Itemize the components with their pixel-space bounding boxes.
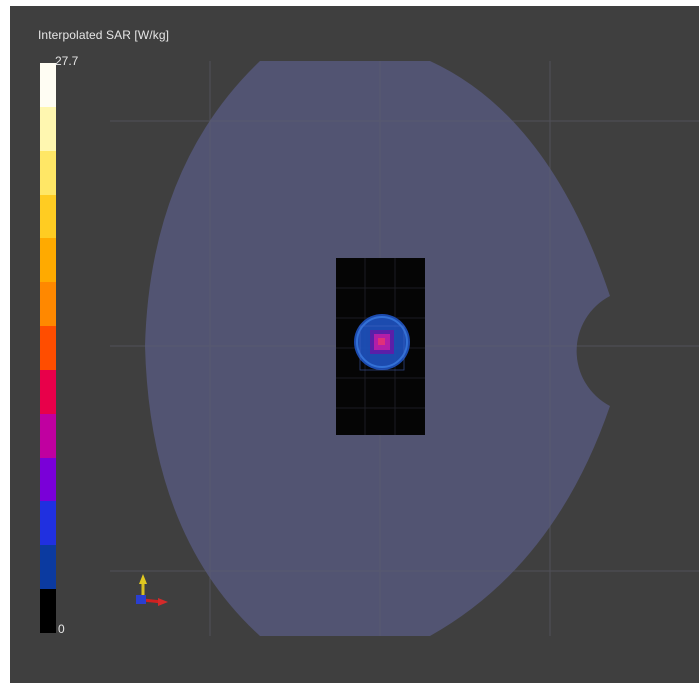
colorbar-step	[40, 238, 56, 283]
colorbar-step	[40, 413, 56, 458]
colorbar-step	[40, 63, 56, 107]
colorbar-step	[40, 457, 56, 502]
colorbar-step	[40, 150, 56, 195]
colorbar-step	[40, 194, 56, 239]
xyz-axes-icon	[136, 574, 168, 606]
colorbar-step	[40, 326, 56, 370]
legend-title: Interpolated SAR [W/kg]	[38, 28, 170, 42]
sar-scene[interactable]	[10, 6, 699, 683]
sar-hotspot	[354, 314, 410, 371]
render-viewport[interactable]: Interpolated SAR [W/kg] 27.7 0	[10, 6, 699, 683]
colorbar-step	[40, 282, 56, 327]
colorbar-step	[40, 369, 56, 414]
legend-min-label: 0	[58, 622, 65, 636]
colorbar-step	[40, 501, 56, 546]
colorbar-step	[40, 545, 56, 590]
legend-max-label: 27.7	[55, 54, 79, 68]
colorbar-step	[40, 589, 56, 633]
colorbar-step	[40, 106, 56, 151]
colorbar	[40, 63, 56, 633]
